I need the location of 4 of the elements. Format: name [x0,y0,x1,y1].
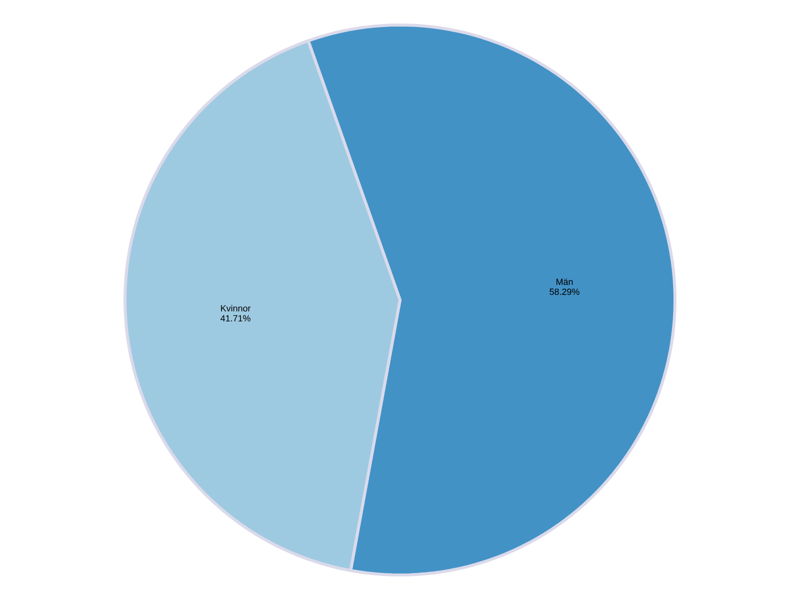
slice-label: Män [556,278,573,285]
slice-label: Kvinnor [221,304,251,312]
data-label: 58.29% [550,288,580,295]
data-label: 41.71% [220,315,250,322]
